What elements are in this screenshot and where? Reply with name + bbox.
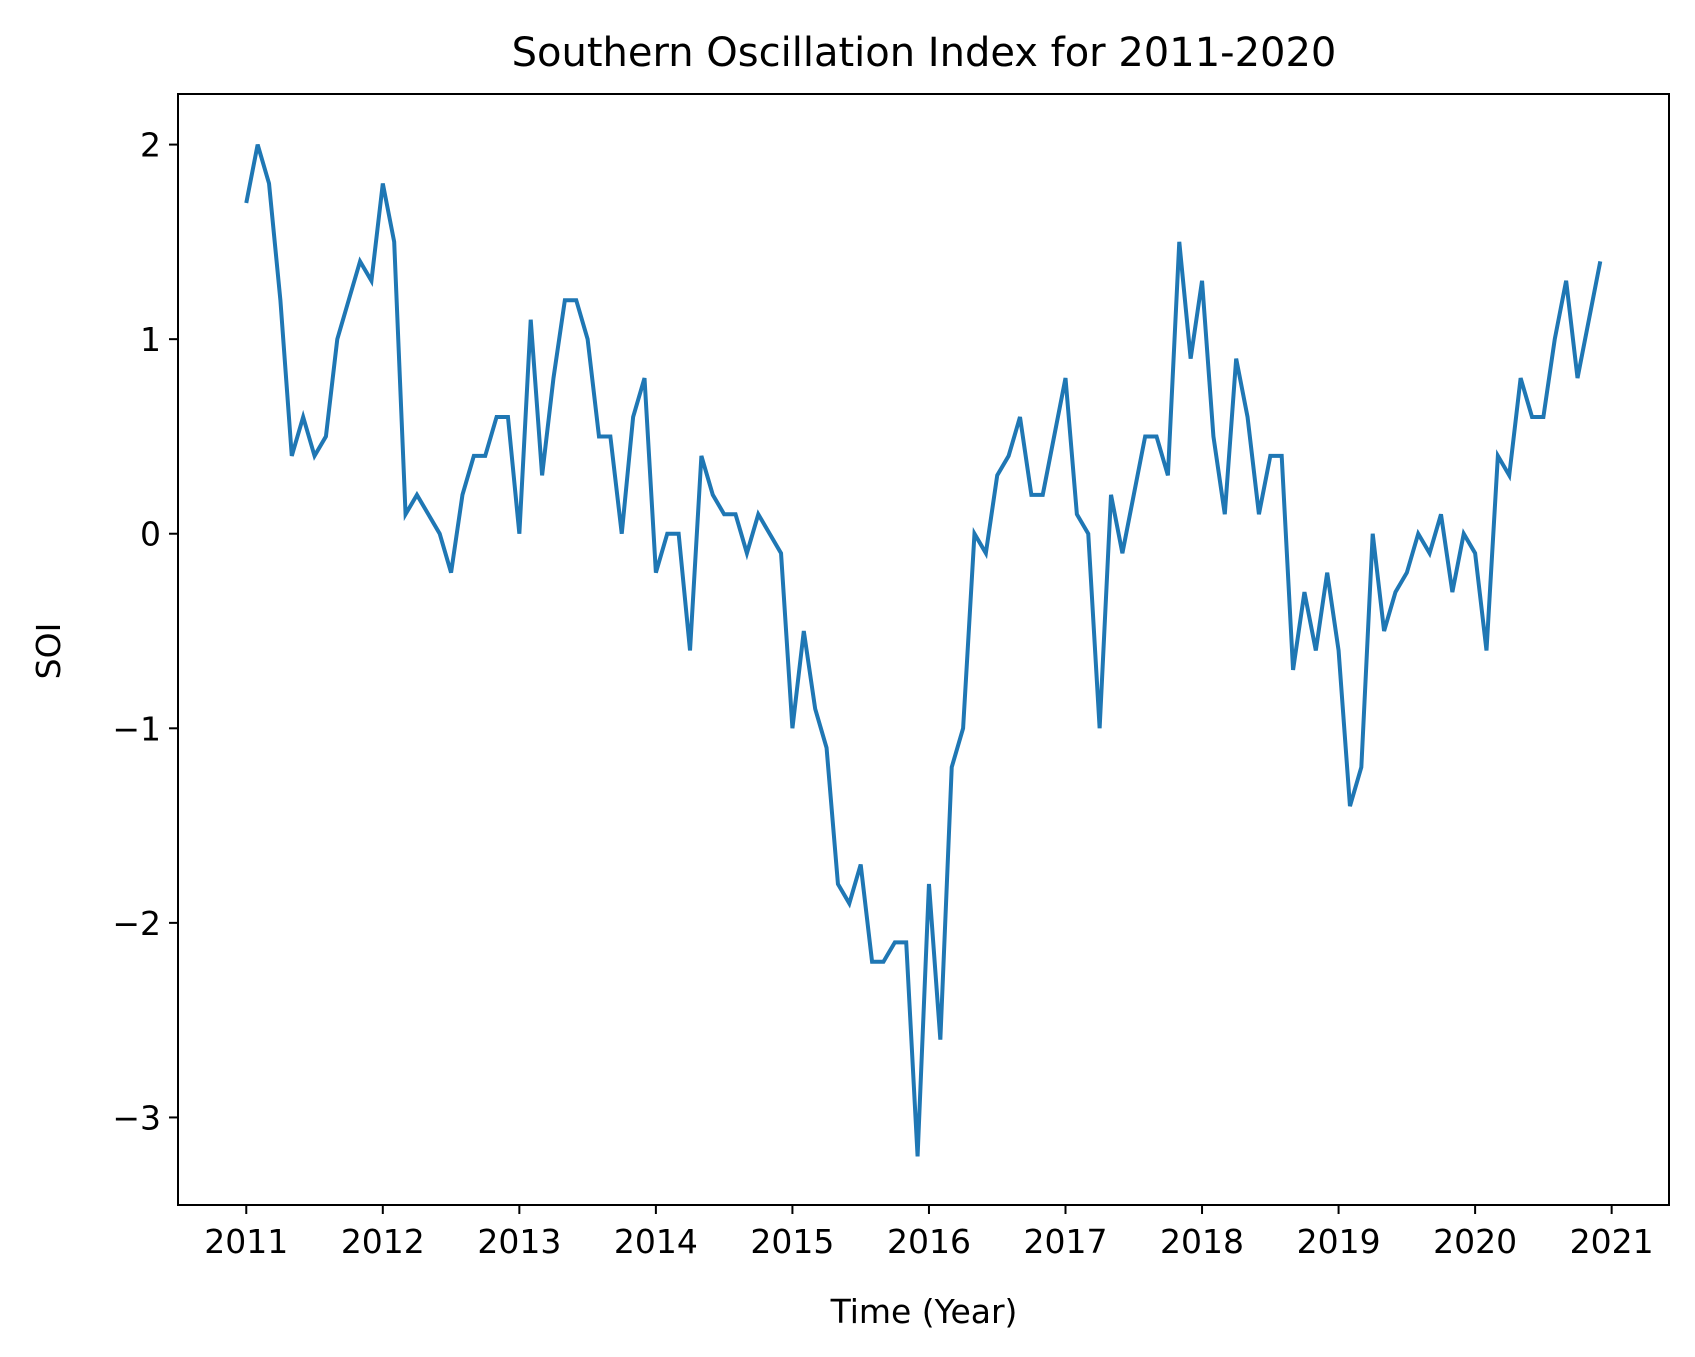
y-tick-label: 2 bbox=[140, 126, 161, 165]
chart-title: Southern Oscillation Index for 2011-2020 bbox=[512, 30, 1337, 76]
x-tick-label: 2011 bbox=[204, 1222, 288, 1261]
y-tick-label: −1 bbox=[112, 709, 161, 748]
x-axis-label: Time (Year) bbox=[830, 1292, 1018, 1331]
x-tick-label: 2016 bbox=[887, 1222, 971, 1261]
x-tick-label: 2012 bbox=[341, 1222, 425, 1261]
series-layer bbox=[244, 144, 1603, 1157]
x-tick-label: 2015 bbox=[750, 1222, 834, 1261]
y-tick-label: −2 bbox=[112, 904, 161, 943]
x-axis-ticks: 2011 2012 2013 2014 2015 2016 2017 2018 2019 2020… bbox=[204, 1205, 1654, 1261]
x-tick-label: 2020 bbox=[1433, 1222, 1517, 1261]
x-tick-label: 2021 bbox=[1570, 1222, 1654, 1261]
x-tick-label: 2017 bbox=[1024, 1222, 1108, 1261]
y-tick-label: 1 bbox=[140, 320, 161, 359]
x-tick-label: 2014 bbox=[614, 1222, 698, 1261]
x-tick-label: 2013 bbox=[477, 1222, 561, 1261]
y-tick-label: −3 bbox=[112, 1098, 161, 1137]
y-axis-label: SOI bbox=[29, 623, 68, 680]
y-axis-ticks: −3 −2 −1 0 1 2 bbox=[112, 126, 178, 1137]
y-tick-label: 0 bbox=[140, 515, 161, 554]
x-tick-label: 2019 bbox=[1297, 1222, 1381, 1261]
plot-area-frame bbox=[177, 93, 1670, 1206]
soi-series-line bbox=[244, 144, 1603, 1157]
x-tick-label: 2018 bbox=[1160, 1222, 1244, 1261]
